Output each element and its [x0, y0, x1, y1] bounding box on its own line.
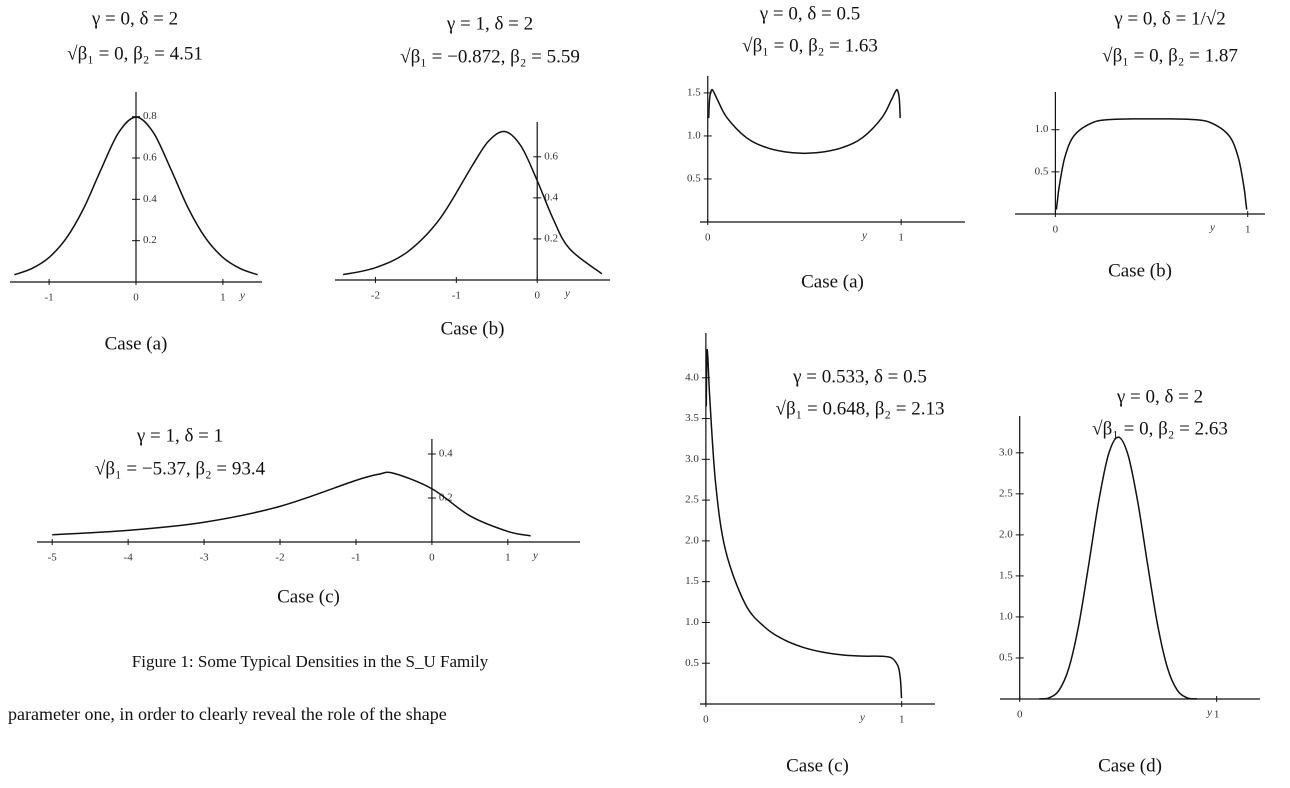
case-label: Case (a): [105, 333, 168, 354]
x-tick-label: -2: [275, 552, 284, 564]
panel-subtitle: √β₁ = −5.37, β₂ = 93.4: [95, 458, 266, 479]
x-axis-label: y: [1206, 707, 1212, 719]
density-curve: [14, 116, 258, 276]
x-axis-label: y: [564, 288, 570, 300]
density-curve: [1055, 118, 1248, 210]
density-curve: [707, 88, 901, 155]
body-text: parameter one, in order to clearly revea…: [8, 704, 447, 724]
x-tick-label: -5: [48, 552, 58, 564]
x-tick-label: 1: [1214, 709, 1220, 721]
panel-subtitle: √β₁ = 0, β₂ = 2.63: [1092, 418, 1228, 439]
y-tick-label: 1.0: [1035, 123, 1049, 135]
x-tick-label: 0: [429, 552, 435, 564]
case-label: Case (d): [1098, 755, 1162, 776]
panel-subtitle: √β₁ = 0, β₂ = 1.63: [742, 35, 878, 56]
x-tick-label: 0: [133, 292, 139, 304]
y-tick-label: 0.5: [999, 652, 1013, 664]
y-tick-label: 0.5: [687, 173, 701, 185]
y-tick-label: 2.5: [685, 494, 699, 506]
y-tick-label: 1.0: [685, 616, 699, 628]
x-tick-label: -1: [452, 290, 461, 302]
x-tick-label: 1: [899, 714, 905, 726]
x-axis-label: y: [239, 290, 245, 302]
x-tick-label: 0: [705, 232, 711, 244]
case-label: Case (a): [801, 271, 864, 292]
y-tick-label: 0.4: [143, 193, 157, 205]
x-tick-label: -2: [371, 290, 380, 302]
density-curve: [705, 348, 903, 699]
y-tick-label: 0.5: [685, 657, 699, 669]
density-curve: [342, 130, 603, 276]
x-tick-label: -1: [45, 292, 54, 304]
y-tick-label: 1.0: [687, 129, 701, 141]
x-tick-label: 0: [534, 290, 540, 302]
x-tick-label: -1: [351, 552, 360, 564]
density-curve: [1039, 436, 1198, 700]
y-tick-label: 1.0: [999, 610, 1013, 622]
y-tick-label: 1.5: [999, 569, 1013, 581]
y-tick-label: 2.0: [999, 528, 1013, 540]
y-tick-label: 3.0: [685, 453, 699, 465]
y-tick-label: 3.0: [999, 446, 1013, 458]
x-tick-label: 0: [1053, 224, 1059, 236]
x-tick-label: 1: [220, 292, 226, 304]
case-label: Case (c): [786, 755, 849, 776]
panel-subtitle: √β₁ = 0.648, β₂ = 2.13: [776, 398, 945, 419]
panel-subtitle: √β₁ = −0.872, β₂ = 5.59: [400, 46, 580, 67]
case-label: Case (b): [1108, 260, 1172, 281]
panel-title: γ = 1, δ = 2: [446, 13, 533, 34]
panel-subtitle: √β₁ = 0, β₂ = 4.51: [67, 43, 203, 64]
y-tick-label: 0.6: [544, 150, 558, 162]
case-label: Case (b): [441, 318, 505, 339]
x-tick-label: 1: [505, 552, 511, 564]
y-tick-label: 1.5: [687, 86, 701, 98]
x-tick-label: -4: [124, 552, 134, 564]
panel-title: γ = 0, δ = 2: [1116, 386, 1203, 407]
panel-subtitle: √β₁ = 0, β₂ = 1.87: [1102, 45, 1238, 66]
panel-title: γ = 1, δ = 1: [136, 425, 223, 446]
y-tick-label: 1.5: [685, 575, 699, 587]
y-tick-label: 0.2: [143, 234, 157, 246]
y-tick-label: 0.5: [1035, 165, 1049, 177]
y-tick-label: 2.0: [685, 534, 699, 546]
x-axis-label: y: [861, 230, 867, 242]
panel-title: γ = 0, δ = 1/√2: [1113, 8, 1226, 29]
x-tick-label: 1: [1245, 224, 1251, 236]
x-tick-label: -3: [199, 552, 209, 564]
x-tick-label: 0: [703, 714, 709, 726]
density-curve: [52, 471, 531, 537]
x-axis-label: y: [532, 550, 538, 562]
panel-title: γ = 0.533, δ = 0.5: [792, 366, 927, 387]
panel-title: γ = 0, δ = 0.5: [759, 3, 861, 24]
y-tick-label: 4.0: [685, 371, 699, 383]
y-tick-label: 0.4: [439, 448, 453, 460]
panel-title: γ = 0, δ = 2: [91, 8, 178, 29]
y-tick-label: 0.2: [544, 232, 558, 244]
y-tick-label: 0.6: [143, 152, 157, 164]
figure-caption: Figure 1: Some Typical Densities in the …: [132, 652, 489, 671]
y-tick-label: 3.5: [685, 412, 699, 424]
y-tick-label: 0.8: [143, 110, 157, 122]
case-label: Case (c): [277, 586, 340, 607]
x-tick-label: 0: [1017, 709, 1023, 721]
y-tick-label: 2.5: [999, 487, 1013, 499]
x-axis-label: y: [1209, 222, 1215, 234]
x-axis-label: y: [859, 712, 865, 724]
x-tick-label: 1: [898, 232, 904, 244]
y-tick-label: 0.4: [544, 191, 558, 203]
